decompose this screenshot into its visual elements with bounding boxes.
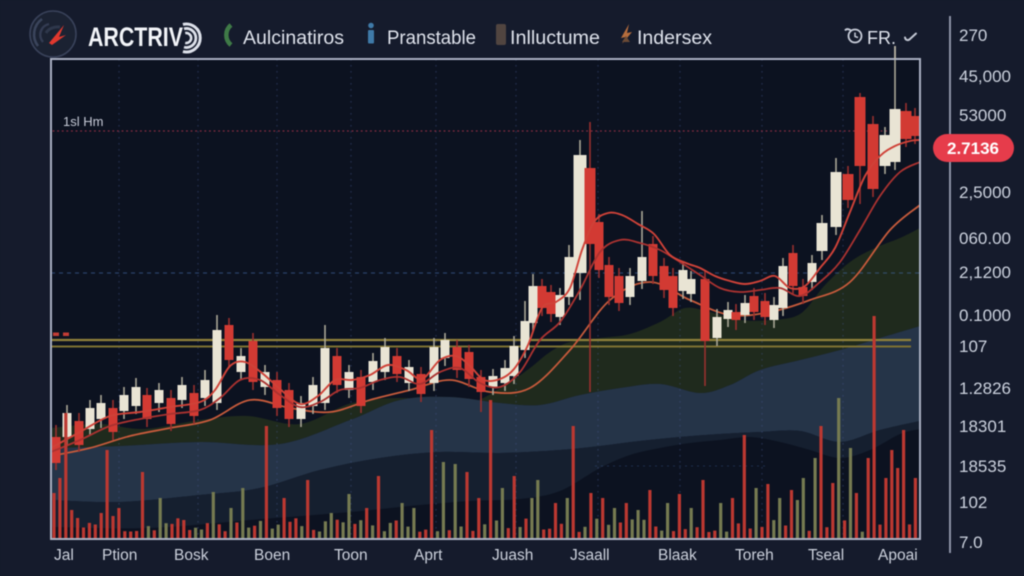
svg-text:Juash: Juash <box>492 547 533 564</box>
svg-text:45,000: 45,000 <box>959 67 1011 86</box>
svg-text:Toreh: Toreh <box>735 547 774 564</box>
svg-text:Jsaall: Jsaall <box>570 547 610 564</box>
svg-text:Bosk: Bosk <box>174 547 209 564</box>
svg-text:1sl Hm: 1sl Hm <box>63 114 103 129</box>
svg-text:Apoai: Apoai <box>878 547 918 564</box>
svg-text:Aprt: Aprt <box>414 547 443 564</box>
svg-text:Pranstable: Pranstable <box>387 28 476 49</box>
svg-text:ARCTRIV: ARCTRIV <box>88 22 183 52</box>
svg-text:Blaak: Blaak <box>658 547 697 564</box>
svg-text:0.1000: 0.1000 <box>959 306 1011 325</box>
svg-text:Inlluctume: Inlluctume <box>510 28 600 49</box>
svg-text:Jal: Jal <box>54 547 74 564</box>
svg-text:060.00: 060.00 <box>959 229 1011 248</box>
svg-text:2,5000: 2,5000 <box>959 183 1011 202</box>
svg-text:Aulcinatiros: Aulcinatiros <box>243 28 344 49</box>
svg-text:Ption: Ption <box>102 547 137 564</box>
svg-text:107: 107 <box>959 337 987 356</box>
svg-text:Boen: Boen <box>254 547 290 564</box>
svg-text:270: 270 <box>959 26 987 45</box>
svg-text:2,1200: 2,1200 <box>959 263 1011 282</box>
svg-text:Toon: Toon <box>334 547 368 564</box>
svg-text:Indersex: Indersex <box>637 28 713 49</box>
svg-text:18535: 18535 <box>959 457 1006 476</box>
svg-text:18301: 18301 <box>959 417 1006 436</box>
svg-text:53000: 53000 <box>959 106 1006 125</box>
svg-text:7.0: 7.0 <box>959 533 983 552</box>
svg-text:Tseal: Tseal <box>808 547 844 564</box>
svg-text:102: 102 <box>959 493 987 512</box>
svg-text:2.7136: 2.7136 <box>947 139 999 158</box>
svg-text:FR.: FR. <box>867 28 896 48</box>
svg-text:1.2826: 1.2826 <box>959 379 1011 398</box>
